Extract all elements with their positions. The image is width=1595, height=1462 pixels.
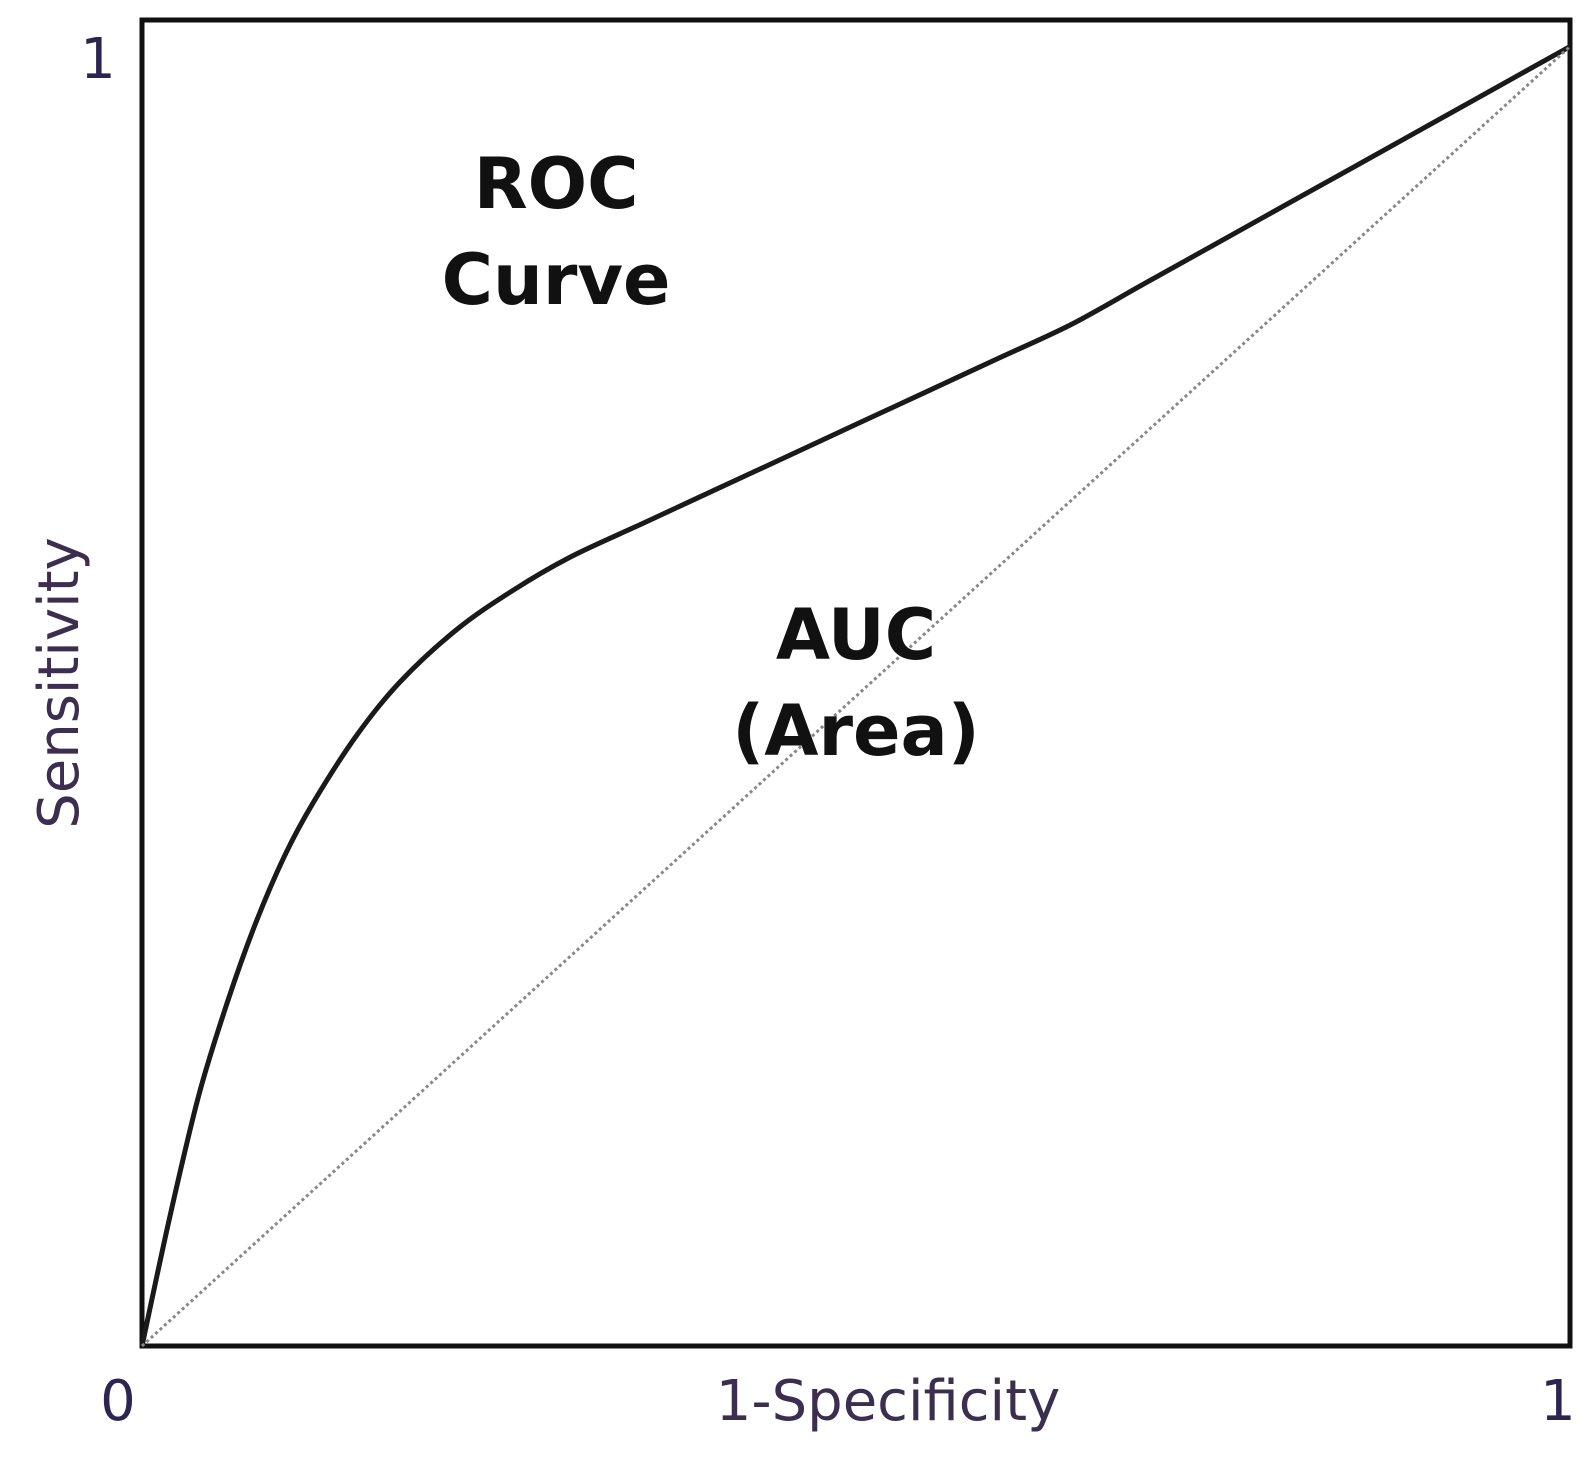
x-tick-label-0: 0 — [100, 1369, 136, 1434]
x-axis-label: 1-Specificity — [716, 1369, 1060, 1434]
annotation-1-line-0: AUC — [776, 594, 936, 676]
annotation-1-line-1: (Area) — [732, 690, 979, 772]
plot-frame — [139, 17, 1573, 1349]
x-tick-label-1: 1 — [1540, 1369, 1576, 1434]
annotation-0-line-1: Curve — [442, 239, 671, 321]
series-layer — [139, 44, 1572, 1348]
roc-curve-line — [139, 44, 1572, 1347]
annotation-0-line-0: ROC — [474, 143, 639, 225]
y-tick-label-1: 1 — [80, 27, 116, 92]
diagonal-reference-line — [140, 45, 1572, 1348]
annotation-layer: ROC Curve AUC (Area) — [442, 143, 980, 772]
y-axis-label: Sensitivity — [27, 537, 92, 829]
